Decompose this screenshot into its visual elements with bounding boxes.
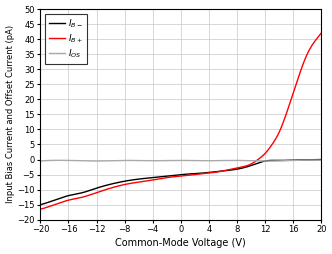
$I_{B-}$ <box>311 158 315 161</box>
$I_{OS}$ <box>39 160 42 163</box>
Line: $I_{B+}$: $I_{B+}$ <box>41 33 321 209</box>
$I_{B+}$ <box>311 42 315 45</box>
$I_{B+}$ <box>311 42 315 45</box>
$I_{OS}$ <box>311 158 315 162</box>
$I_{B-}$ <box>167 174 171 177</box>
$I_{B-}$ <box>39 203 42 206</box>
$I_{OS}$ <box>319 158 323 162</box>
$I_{B+}$ <box>167 176 171 179</box>
$I_{OS}$ <box>53 159 57 162</box>
X-axis label: Common-Mode Voltage (V): Common-Mode Voltage (V) <box>116 239 246 248</box>
$I_{B-}$ <box>311 158 315 161</box>
$I_{B-}$ <box>175 173 179 177</box>
$I_{OS}$ <box>175 159 179 162</box>
Y-axis label: Input Bias Current and Offset Current (pA): Input Bias Current and Offset Current (p… <box>6 25 15 203</box>
Line: $I_{B-}$: $I_{B-}$ <box>41 160 321 205</box>
Legend: $I_{B-}$, $I_{B+}$, $I_{OS}$: $I_{B-}$, $I_{B+}$, $I_{OS}$ <box>45 13 87 64</box>
Line: $I_{OS}$: $I_{OS}$ <box>41 160 321 161</box>
$I_{B-}$ <box>53 199 57 202</box>
$I_{OS}$ <box>260 160 264 163</box>
$I_{B-}$ <box>260 160 264 163</box>
$I_{B-}$ <box>319 158 323 161</box>
$I_{B+}$ <box>53 203 57 206</box>
$I_{B+}$ <box>39 208 42 211</box>
$I_{B+}$ <box>260 155 264 158</box>
$I_{OS}$ <box>311 158 315 162</box>
$I_{OS}$ <box>167 159 171 162</box>
$I_{OS}$ <box>311 158 315 162</box>
$I_{B+}$ <box>319 31 323 35</box>
$I_{B+}$ <box>175 175 179 178</box>
$I_{OS}$ <box>265 160 269 163</box>
